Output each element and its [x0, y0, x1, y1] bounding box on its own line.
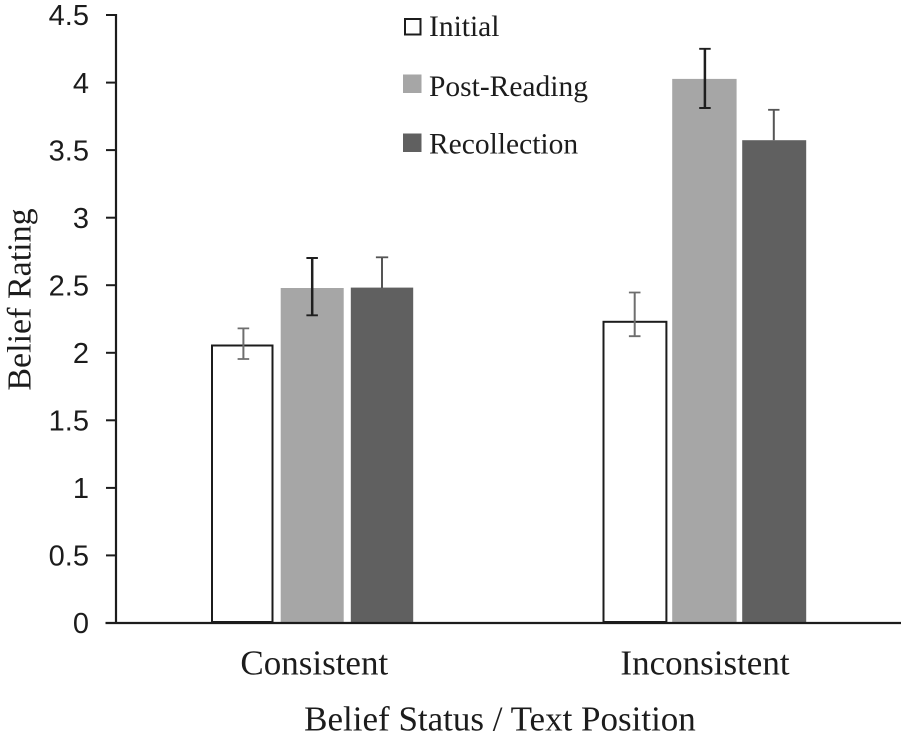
svg-text:Belief Rating: Belief Rating: [2, 208, 39, 390]
svg-text:Recollection: Recollection: [429, 129, 578, 161]
svg-text:Post-Reading: Post-Reading: [429, 71, 588, 103]
svg-text:1: 1: [73, 473, 89, 505]
svg-text:3.5: 3.5: [49, 135, 89, 167]
svg-text:Belief Status / Text Position: Belief Status / Text Position: [304, 700, 696, 739]
svg-text:Inconsistent: Inconsistent: [620, 644, 789, 683]
svg-text:0: 0: [73, 608, 89, 640]
svg-text:Initial: Initial: [429, 11, 499, 43]
svg-text:4: 4: [73, 68, 89, 100]
svg-text:0.5: 0.5: [49, 541, 89, 573]
svg-text:3: 3: [73, 203, 89, 235]
svg-text:2: 2: [73, 338, 89, 370]
svg-text:2.5: 2.5: [49, 270, 89, 302]
svg-text:4.5: 4.5: [49, 0, 89, 32]
svg-text:Consistent: Consistent: [240, 644, 388, 683]
svg-text:1.5: 1.5: [49, 406, 89, 438]
